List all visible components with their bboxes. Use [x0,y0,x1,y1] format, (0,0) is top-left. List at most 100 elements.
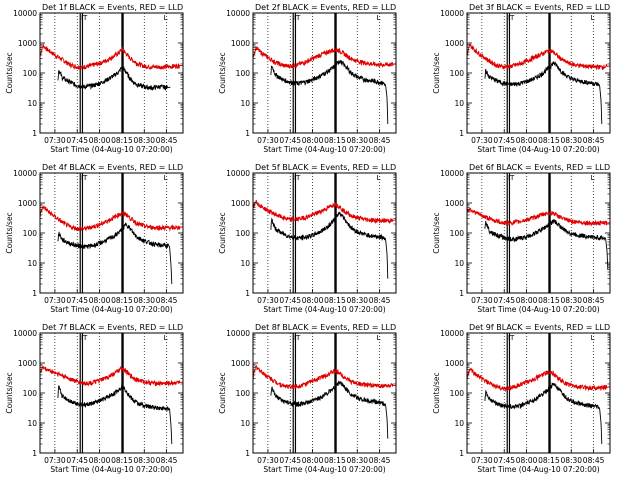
x-tick-label: 07:30 [257,296,279,305]
top-marker: IT [294,334,301,342]
top-marker: L [591,174,595,182]
x-tick-label: 08:45 [369,136,391,145]
x-tick-label: 07:30 [257,136,279,145]
top-marker: L [164,334,168,342]
x-tick-label: 07:30 [471,296,493,305]
y-tick-label: 100 [450,389,465,398]
x-tick-label: 07:45 [493,296,515,305]
data-series [466,43,610,71]
x-axis-label: Start Time (04-Aug-10 07:20:00) [477,145,599,154]
y-tick-label: 100 [23,69,38,78]
y-tick-label: 1 [459,129,464,138]
x-tick-label: 08:00 [89,136,111,145]
data-series [270,211,389,279]
y-tick-label: 1000 [445,39,464,48]
y-tick-label: 1 [32,449,37,458]
data-series [57,384,173,445]
data-series [252,364,397,390]
top-marker: IT [81,174,88,182]
x-tick-label: 08:00 [302,136,324,145]
x-tick-label: 07:30 [44,456,66,465]
chart-panel: Det 9f BLACK = Events, RED = LLD IT L 1 10 10… [432,323,611,474]
x-tick-label: 08:30 [560,296,582,305]
x-tick-label: 07:45 [66,296,88,305]
x-tick-label: 08:15 [538,456,560,465]
data-series [252,45,396,69]
y-tick-label: 1 [32,129,37,138]
y-tick-label: 100 [23,389,38,398]
x-tick-label: 08:45 [583,136,605,145]
chart-panel: Det 5f BLACK = Events, RED = LLD IT L 1 10 10… [218,163,397,314]
x-axis-label: Start Time (04-Aug-10 07:20:00) [50,145,172,154]
data-series [270,380,389,439]
x-tick-label: 08:30 [346,136,368,145]
data-series [39,205,183,232]
x-tick-label: 07:45 [279,136,301,145]
x-tick-label: 08:45 [369,296,391,305]
chart-panel: Det 3f BLACK = Events, RED = LLD IT L 1 10 10… [432,3,611,154]
y-tick-label: 10 [240,419,250,428]
x-tick-label: 07:45 [493,136,515,145]
top-marker: L [377,14,381,22]
chart-panel: Det 4f BLACK = Events, RED = LLD IT L 1 10 10… [5,163,184,314]
y-axis-label: Counts/sec [5,52,14,93]
y-tick-label: 1000 [445,199,464,208]
y-tick-label: 1000 [18,199,37,208]
data-series [484,61,603,125]
top-marker: IT [508,14,515,22]
panel-title: Det 3f BLACK = Events, RED = LLD [469,3,610,12]
y-tick-label: 10000 [226,169,250,178]
plot-frame [39,172,184,294]
x-tick-label: 08:45 [583,456,605,465]
x-tick-label: 08:00 [89,456,111,465]
y-tick-label: 10000 [13,169,37,178]
y-tick-label: 1000 [18,359,37,368]
y-tick-label: 10 [454,99,464,108]
panel-title: Det 9f BLACK = Events, RED = LLD [469,323,610,332]
x-tick-label: 07:30 [44,136,66,145]
data-series [484,382,603,445]
y-tick-label: 1 [32,289,37,298]
x-tick-label: 08:15 [324,456,346,465]
y-tick-label: 100 [23,229,38,238]
x-tick-label: 08:00 [89,296,111,305]
x-tick-label: 08:45 [583,296,605,305]
y-tick-label: 10 [240,259,250,268]
data-series [466,367,610,393]
y-tick-label: 10000 [226,329,250,338]
plot-frame [466,172,611,294]
y-tick-label: 10000 [440,9,464,18]
y-tick-label: 1 [245,129,250,138]
x-tick-label: 08:00 [516,296,538,305]
x-tick-label: 07:30 [257,456,279,465]
y-tick-label: 1000 [231,199,250,208]
y-tick-label: 10000 [226,9,250,18]
x-tick-label: 07:30 [44,296,66,305]
x-tick-label: 08:30 [133,296,155,305]
chart-panel: Det 8f BLACK = Events, RED = LLD IT L 1 10 10… [218,323,397,474]
top-marker: IT [294,174,301,182]
x-tick-label: 08:30 [133,456,155,465]
y-axis-label: Counts/sec [218,372,227,413]
top-marker: L [377,174,381,182]
x-tick-label: 08:00 [516,456,538,465]
y-tick-label: 100 [236,229,251,238]
y-tick-label: 1000 [445,359,464,368]
panel-title: Det 6f BLACK = Events, RED = LLD [469,163,610,172]
top-marker: L [591,334,595,342]
y-tick-label: 10 [27,99,37,108]
plot-frame [39,12,184,134]
y-tick-label: 100 [450,229,465,238]
x-tick-label: 08:15 [324,136,346,145]
y-axis-label: Counts/sec [432,372,441,413]
y-axis-label: Counts/sec [5,372,14,413]
panel-title: Det 7f BLACK = Events, RED = LLD [42,323,183,332]
x-tick-label: 08:00 [302,296,324,305]
top-marker: IT [81,334,88,342]
data-series [270,59,389,125]
x-tick-label: 07:45 [66,136,88,145]
x-tick-label: 08:15 [538,136,560,145]
top-marker: IT [508,334,515,342]
y-tick-label: 1 [459,289,464,298]
